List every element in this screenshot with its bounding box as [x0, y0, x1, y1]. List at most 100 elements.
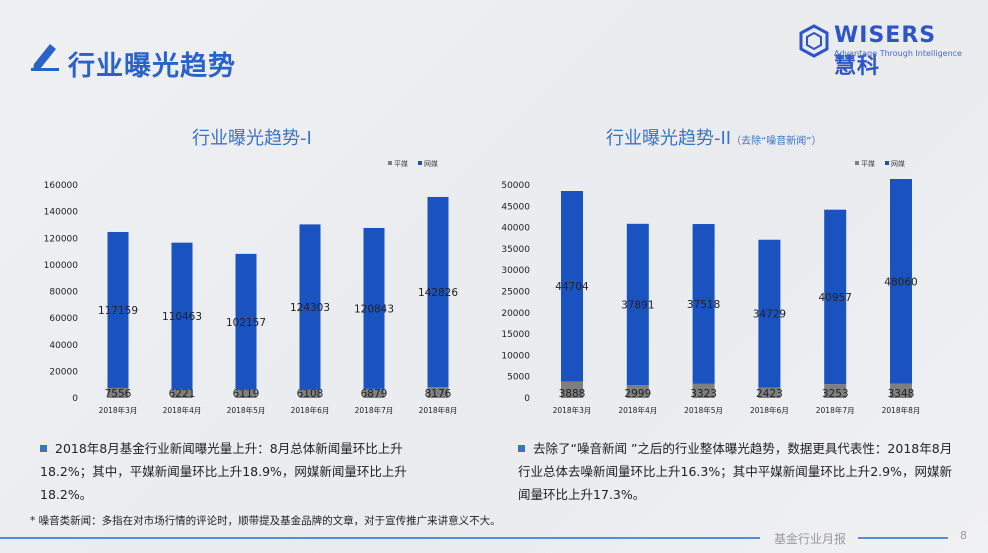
bar-online: [427, 196, 449, 388]
y-tick-label: 15000: [501, 330, 530, 340]
legend-label: 网媒: [891, 159, 905, 168]
data-label: 48060: [884, 276, 917, 288]
logo: WISERS慧科 Advantage Through Intelligence: [798, 22, 962, 79]
bar-online: [235, 253, 257, 390]
x-tick-label: 2018年7月: [355, 405, 394, 415]
bar-print: [824, 384, 847, 398]
y-tick-label: 40000: [501, 224, 530, 234]
data-label: 37518: [687, 299, 720, 311]
x-tick-label: 2018年8月: [882, 405, 921, 415]
bar-online: [758, 239, 781, 388]
bar-print: [692, 383, 715, 398]
x-tick-label: 2018年5月: [684, 405, 723, 415]
bar-online: [561, 190, 583, 382]
data-label: 6879: [361, 388, 388, 400]
x-tick-label: 2018年6月: [291, 405, 330, 415]
bar-print: [171, 389, 193, 398]
bar-print: [427, 387, 449, 398]
logo-tagline: Advantage Through Intelligence: [834, 49, 962, 58]
data-label: 120843: [354, 303, 394, 315]
x-tick-label: 2018年6月: [750, 405, 789, 415]
data-label: 3253: [822, 388, 849, 400]
x-tick-label: 2018年3月: [99, 405, 138, 415]
y-tick-label: 160000: [44, 181, 79, 191]
bar-print: [890, 383, 912, 398]
legend-label: 平媒: [861, 159, 875, 168]
note-left: 2018年8月基金行业新闻曝光量上升：8月总体新闻量环比上升18.2%；其中，平…: [40, 441, 407, 502]
bar-print: [299, 389, 321, 398]
y-tick-label: 30000: [501, 266, 530, 276]
data-label: 110463: [162, 311, 202, 323]
y-tick-label: 20000: [501, 309, 530, 319]
note-right: 去除了“噪音新闻 ”之后的行业整体曝光趋势，数据更具代表性：2018年8月行业总…: [518, 441, 953, 502]
y-tick-label: 60000: [49, 314, 78, 324]
data-label: 6119: [233, 388, 260, 400]
chart-1-title: 行业曝光趋势-I: [192, 128, 312, 149]
wisers-logo-icon: [799, 24, 829, 58]
bar-print: [107, 387, 129, 398]
x-tick-label: 2018年3月: [553, 405, 592, 415]
x-tick-label: 2018年4月: [618, 405, 657, 415]
data-label: 6108: [297, 388, 324, 400]
chart-2-title: 行业曝光趋势-II（去除“噪音新闻”）: [606, 128, 822, 149]
footer-report-name: 基金行业月报: [774, 532, 847, 546]
footer-divider: [0, 537, 760, 539]
y-tick-label: 100000: [44, 261, 79, 271]
y-tick-label: 40000: [49, 341, 78, 351]
legend-label: 网媒: [424, 159, 438, 168]
bar-print: [758, 387, 781, 398]
x-tick-label: 2018年5月: [227, 405, 266, 415]
bar-online: [299, 224, 321, 390]
data-label: 7556: [105, 388, 132, 400]
legend-swatch: [388, 161, 392, 165]
y-tick-label: 0: [524, 394, 530, 404]
data-label: 44704: [555, 281, 589, 293]
bar-online: [171, 242, 193, 390]
bar-online: [890, 179, 912, 384]
y-tick-label: 25000: [501, 288, 530, 298]
x-tick-label: 2018年8月: [419, 405, 458, 415]
data-label: 2999: [624, 388, 651, 400]
data-label: 3888: [559, 388, 586, 400]
y-tick-label: 50000: [501, 181, 530, 191]
charts-area: 0200004000060000800001000001200001400001…: [44, 159, 921, 415]
data-label: 3348: [888, 388, 915, 400]
data-label: 8176: [425, 388, 452, 400]
data-label: 124303: [290, 302, 330, 314]
y-tick-label: 5000: [507, 373, 530, 383]
pencil-icon: [31, 44, 59, 71]
bar-online: [107, 231, 129, 388]
data-label: 102157: [226, 317, 266, 329]
y-tick-label: 80000: [49, 288, 78, 298]
data-label: 3323: [690, 388, 717, 400]
bullet-icon: [518, 445, 525, 452]
page-title: 行业曝光趋势: [68, 51, 236, 82]
data-label: 40957: [818, 292, 851, 304]
y-tick-label: 20000: [49, 367, 78, 377]
y-tick-label: 10000: [501, 351, 530, 361]
legend-label: 平媒: [394, 159, 408, 168]
data-label: 6221: [169, 388, 196, 400]
y-tick-label: 120000: [44, 234, 79, 244]
bar-online: [626, 223, 649, 386]
chart-2-title-note: （去除“噪音新闻”）: [731, 136, 822, 147]
bar-print: [561, 381, 583, 398]
bar-print: [626, 385, 649, 398]
y-tick-label: 140000: [44, 208, 79, 218]
bar-print: [235, 389, 257, 398]
bar-online: [824, 209, 847, 385]
data-label: 37891: [621, 300, 654, 312]
bar-print: [363, 388, 385, 398]
data-label: 117159: [98, 305, 138, 317]
y-tick-label: 0: [72, 394, 78, 404]
footer-divider: [858, 537, 948, 539]
x-tick-label: 2018年4月: [163, 405, 202, 415]
legend-swatch: [885, 161, 889, 165]
page-number: 8: [960, 529, 967, 542]
bar-online: [692, 224, 715, 384]
y-tick-label: 45000: [501, 202, 530, 212]
footnote: * 噪音类新闻：多指在对市场行情的评论时，顺带提及基金品牌的文章，对于宣传推广来…: [30, 515, 501, 527]
legend-swatch: [418, 161, 422, 165]
x-tick-label: 2018年7月: [816, 405, 855, 415]
data-label: 142826: [418, 287, 458, 299]
